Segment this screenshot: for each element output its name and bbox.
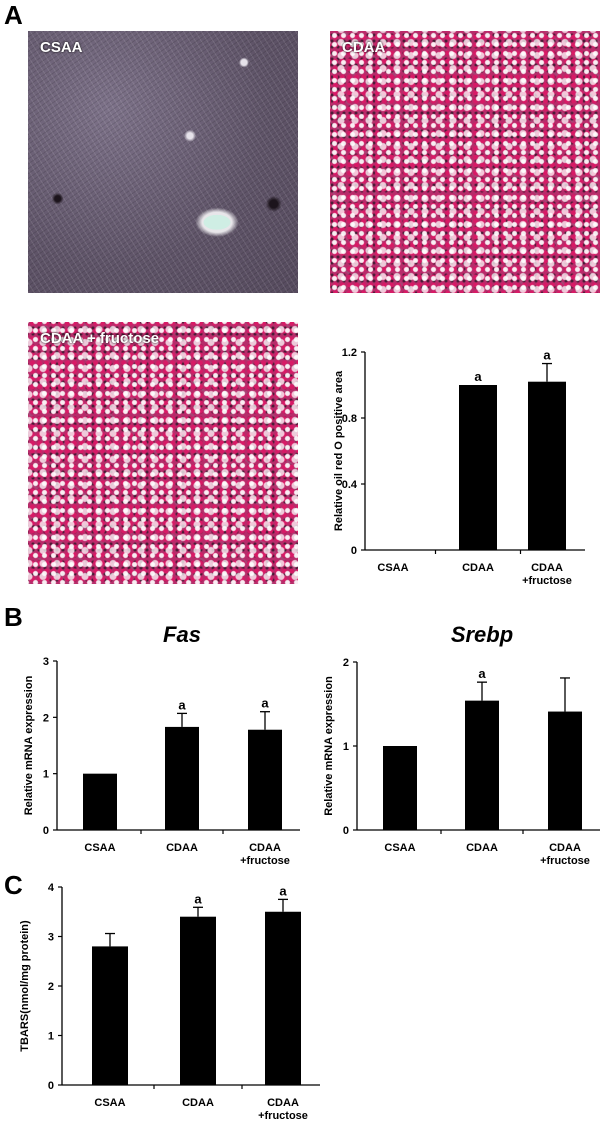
y-tick-label: 1 <box>343 741 349 753</box>
significance-label: a <box>474 369 482 384</box>
category-label: +fructose <box>258 1110 308 1122</box>
category-label: +fructose <box>240 855 290 867</box>
category-label: CDAA <box>166 842 198 854</box>
category-label: CDAA <box>462 562 494 574</box>
category-label: CSAA <box>384 842 415 854</box>
significance-label: a <box>178 697 186 712</box>
chart-title: Srebp <box>451 622 513 647</box>
bar <box>548 711 582 830</box>
bar <box>265 911 301 1085</box>
y-axis-label: Relative oil red O positive area <box>333 370 345 531</box>
panel-letter-a: A <box>4 0 23 30</box>
y-axis-label: TBARS(nmol/mg protein) <box>19 920 31 1052</box>
bar <box>83 773 117 830</box>
y-tick-label: 2 <box>43 712 49 724</box>
category-label: +fructose <box>540 855 590 867</box>
bar <box>92 946 128 1085</box>
bar <box>383 746 417 830</box>
category-label: CDAA <box>549 842 581 854</box>
category-label: CSAA <box>84 842 115 854</box>
y-tick-label: 0.8 <box>342 413 357 425</box>
y-tick-label: 0 <box>343 825 349 837</box>
micrograph-label: CDAA + fructose <box>40 330 160 347</box>
panel-letter-c: C <box>4 870 23 900</box>
y-axis-label: Relative mRNA expression <box>23 675 35 815</box>
y-tick-label: 0 <box>48 1080 54 1092</box>
chart-tbars: 01234CSAAaCDAAaCDAA+fructoseTBARS(nmol/m… <box>19 882 320 1122</box>
y-tick-label: 0 <box>43 825 49 837</box>
significance-label: a <box>194 891 202 906</box>
chart-oil-red-o: 00.40.81.2CSAAaCDAAaCDAA+fructoseRelativ… <box>333 347 585 587</box>
y-tick-label: 0 <box>351 545 357 557</box>
bar <box>465 700 499 830</box>
significance-label: a <box>261 696 269 711</box>
category-label: CDAA <box>466 842 498 854</box>
y-tick-label: 2 <box>343 657 349 669</box>
chart-title: Fas <box>163 622 201 647</box>
micrograph-label: CSAA <box>40 39 83 56</box>
bar <box>528 381 566 550</box>
category-label: CDAA <box>267 1097 299 1109</box>
category-label: CSAA <box>377 562 408 574</box>
category-label: +fructose <box>522 575 572 587</box>
y-tick-label: 1.2 <box>342 347 357 359</box>
significance-label: a <box>279 883 287 898</box>
y-tick-label: 0.4 <box>342 479 358 491</box>
y-tick-label: 2 <box>48 981 54 993</box>
micrograph-label: CDAA <box>342 39 386 56</box>
y-tick-label: 3 <box>48 932 54 944</box>
category-label: CDAA <box>531 562 563 574</box>
bar <box>459 385 497 550</box>
bar <box>165 726 199 830</box>
micrograph-cdaa-fructose: CDAA + fructose <box>28 322 298 584</box>
y-tick-label: 4 <box>48 882 55 894</box>
category-label: CDAA <box>182 1097 214 1109</box>
y-tick-label: 3 <box>43 656 49 668</box>
category-label: CSAA <box>94 1097 125 1109</box>
micrograph-csaa: CSAA <box>28 31 298 293</box>
significance-label: a <box>543 348 551 363</box>
y-axis-label: Relative mRNA expression <box>323 676 335 816</box>
micrograph-cdaa: CDAA <box>330 31 600 293</box>
category-label: CDAA <box>249 842 281 854</box>
bar <box>180 916 216 1085</box>
y-tick-label: 1 <box>43 769 49 781</box>
y-tick-label: 1 <box>48 1031 54 1043</box>
bar <box>248 729 282 830</box>
panel-letter-b: B <box>4 602 23 632</box>
significance-label: a <box>478 666 486 681</box>
